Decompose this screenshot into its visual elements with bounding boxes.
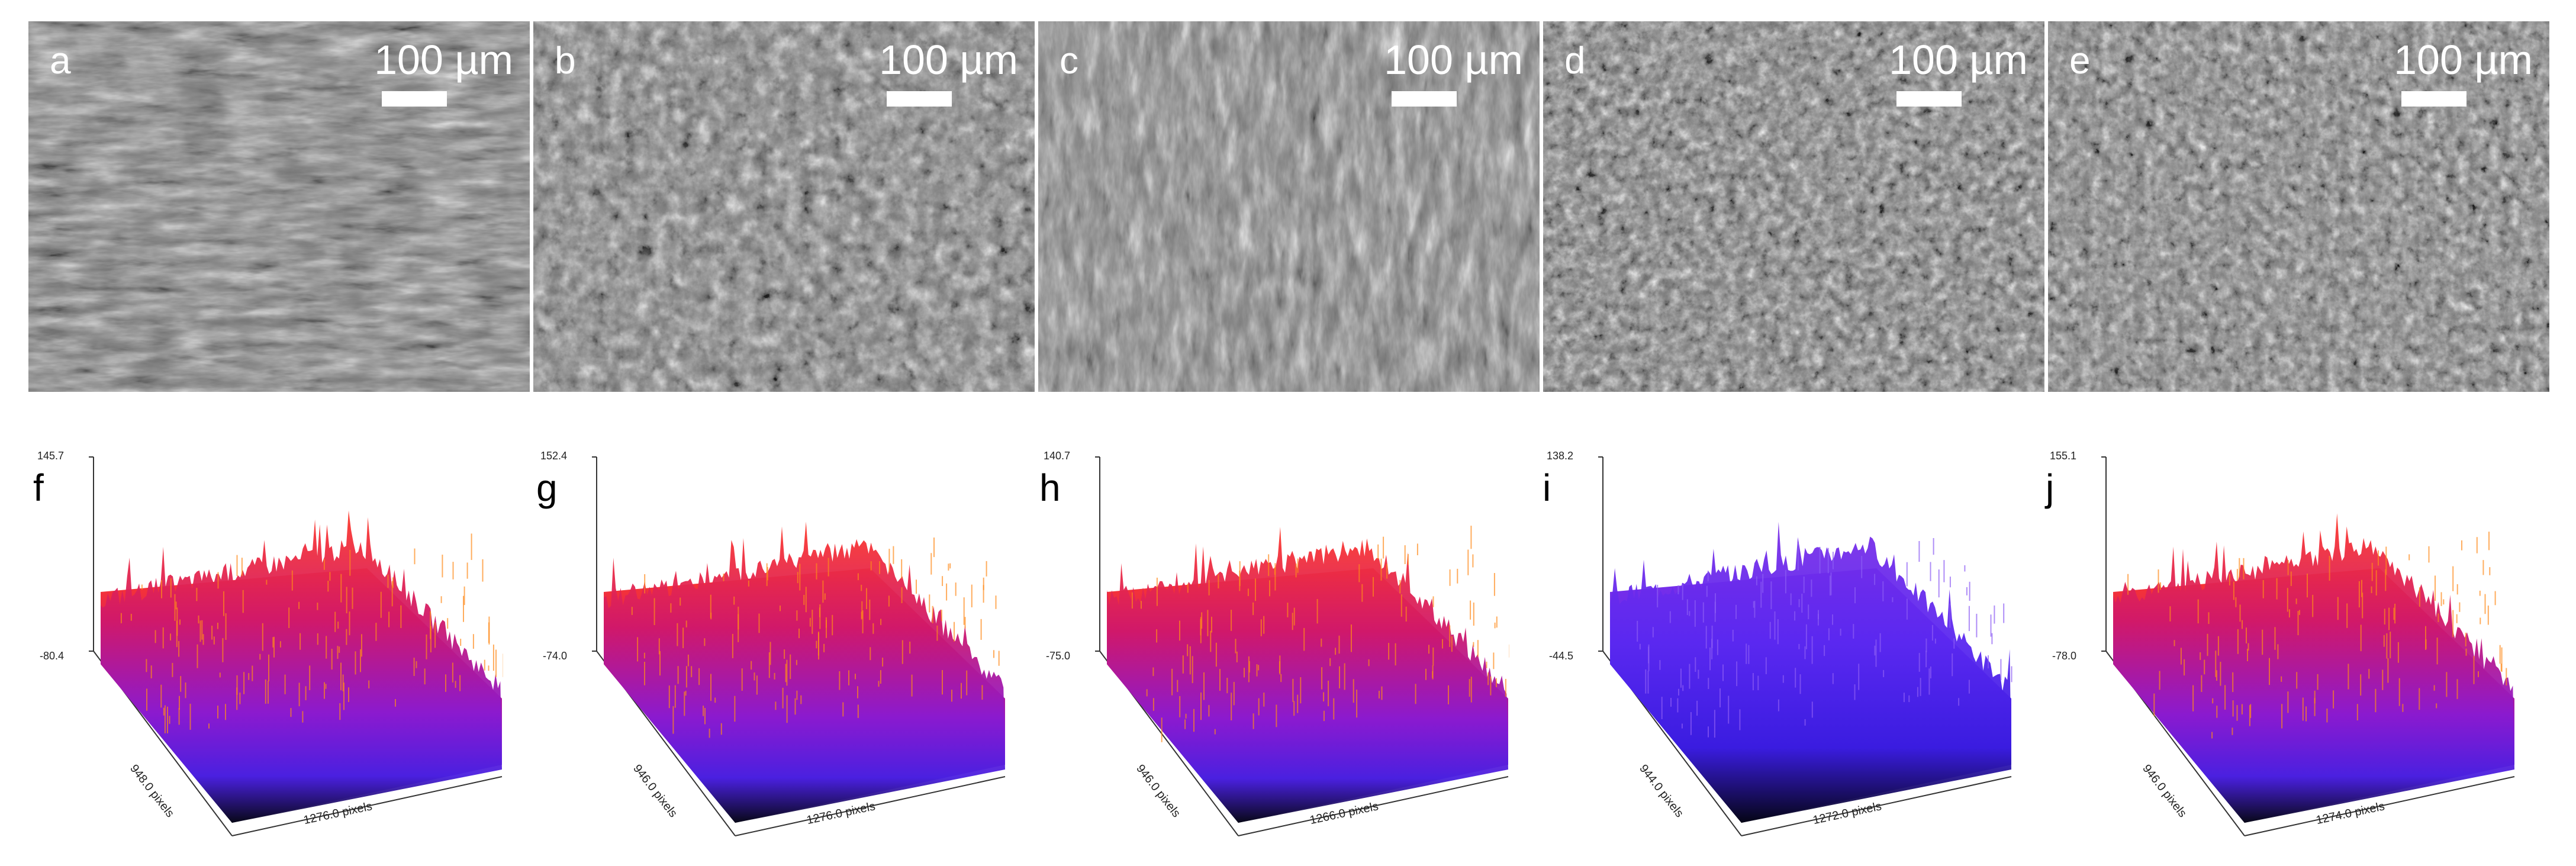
sem-image-c: c 100 µm bbox=[1038, 21, 1540, 392]
surface-plot-svg: 138.2 -44.5 944.0 pixels 1272.0 pixels bbox=[1547, 450, 2012, 836]
surface-geometry bbox=[1095, 456, 1509, 836]
surface-plot-svg: 140.7 -75.0 946.0 pixels 1266.0 pixels bbox=[1044, 450, 1509, 836]
sem-image-b: b 100 µm bbox=[533, 21, 1035, 392]
scale-bar bbox=[1392, 91, 1457, 107]
surface-plot-svg: 155.1 -78.0 946.0 pixels 1274.0 pixels bbox=[2050, 450, 2515, 836]
scale-bar-label: 100 µm bbox=[879, 37, 1018, 83]
z-min-label: -78.0 bbox=[2052, 650, 2076, 662]
sem-image-a: a 100 µm bbox=[28, 21, 530, 392]
surface-plot-svg: 145.7 -80.4 948.0 pixels 1276.0 pixels bbox=[37, 450, 503, 836]
surface-top bbox=[604, 521, 1005, 823]
scale-bar-label: 100 µm bbox=[2394, 37, 2533, 83]
sem-texture bbox=[1038, 21, 1540, 392]
sem-texture bbox=[533, 21, 1035, 392]
z-max-label: 145.7 bbox=[37, 450, 64, 462]
sem-image-d: d 100 µm bbox=[1543, 21, 2044, 392]
z-min-label: -74.0 bbox=[543, 650, 567, 662]
surface-geometry bbox=[592, 456, 1006, 836]
panel-label: e bbox=[2069, 39, 2091, 82]
panel-label: c bbox=[1060, 39, 1078, 82]
y-axis-label: 946.0 pixels bbox=[630, 762, 680, 820]
surface-top bbox=[2113, 513, 2514, 823]
axis-line bbox=[231, 776, 503, 836]
scale-bar bbox=[2401, 91, 2466, 107]
scale-bar-label: 100 µm bbox=[1384, 37, 1523, 83]
surface-plot-i: i 138.2 -44.5 944.0 pixels 1272.0 pixels bbox=[1509, 414, 2012, 866]
y-axis-label: 944.0 pixels bbox=[1637, 762, 1686, 820]
surface-plot-g: g 152.4 -74.0 946.0 pixels 1276.0 pixels bbox=[503, 414, 1006, 866]
surface-top bbox=[1107, 527, 1508, 823]
scale-bar bbox=[382, 91, 447, 107]
sem-texture bbox=[1543, 21, 2044, 392]
surface-geometry bbox=[2101, 456, 2515, 836]
scale-bar-label: 100 µm bbox=[374, 37, 513, 83]
z-min-label: -44.5 bbox=[1549, 650, 1573, 662]
z-max-label: 155.1 bbox=[2050, 450, 2076, 462]
surface-top bbox=[101, 510, 502, 823]
z-max-label: 138.2 bbox=[1547, 450, 1573, 462]
sem-image-e: e 100 µm bbox=[2048, 21, 2549, 392]
panel-label: f bbox=[33, 466, 44, 509]
panel-label: g bbox=[536, 466, 558, 509]
surface-plot-svg: 152.4 -74.0 946.0 pixels 1276.0 pixels bbox=[540, 450, 1006, 836]
sem-texture bbox=[2048, 21, 2549, 392]
axis-line bbox=[1741, 776, 2012, 836]
scale-bar bbox=[1896, 91, 1962, 107]
panel-label: b bbox=[555, 39, 576, 82]
z-min-label: -80.4 bbox=[40, 650, 64, 662]
y-axis-label: 948.0 pixels bbox=[127, 762, 176, 820]
surface-plot-h: h 140.7 -75.0 946.0 pixels 1266.0 pixels bbox=[1006, 414, 1509, 866]
z-min-label: -75.0 bbox=[1046, 650, 1070, 662]
panel-label: i bbox=[1543, 466, 1551, 509]
panel-label: h bbox=[1039, 466, 1061, 509]
panel-label: j bbox=[2046, 466, 2055, 509]
scale-bar bbox=[887, 91, 952, 107]
surface-top bbox=[1610, 521, 2011, 823]
surface-plot-j: j 155.1 -78.0 946.0 pixels 1274.0 pixels bbox=[2012, 414, 2516, 866]
z-max-label: 140.7 bbox=[1044, 450, 1070, 462]
panel-label: d bbox=[1564, 39, 1586, 82]
surface-geometry bbox=[89, 456, 503, 836]
sem-image-row: a 100 µm b 100 µm bbox=[0, 0, 2576, 397]
surface-plot-f: f 145.7 -80.4 948.0 pixels 1276.0 pixels bbox=[0, 414, 503, 866]
z-max-label: 152.4 bbox=[540, 450, 567, 462]
sem-texture bbox=[28, 21, 530, 392]
y-axis-label: 946.0 pixels bbox=[1134, 762, 1183, 820]
panel-label: a bbox=[50, 39, 71, 82]
y-axis-label: 946.0 pixels bbox=[2140, 762, 2189, 820]
scale-bar-label: 100 µm bbox=[1889, 37, 2028, 83]
axis-line bbox=[735, 776, 1006, 836]
surface-geometry bbox=[1598, 456, 2012, 836]
surface-plot-row: f 145.7 -80.4 948.0 pixels 1276.0 pixels… bbox=[0, 414, 2576, 866]
axis-line bbox=[2244, 776, 2515, 836]
axis-line bbox=[1238, 776, 1509, 836]
